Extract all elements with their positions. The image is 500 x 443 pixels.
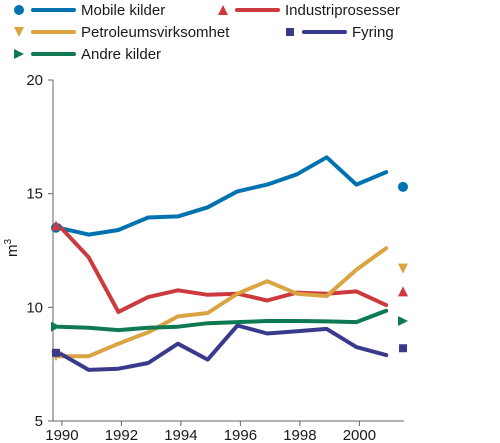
- y-axis-ticks: 5 10 15 20: [26, 72, 53, 430]
- legend-label: Andre kilder: [81, 46, 161, 63]
- series-line-industriprosesser: [56, 223, 389, 314]
- series-line-mobile-kilder: [56, 155, 389, 237]
- legend-item-petroleumsvirksomhet: Petroleumsvirksomhet: [14, 24, 230, 41]
- legend-item-industriprosesser: Industriprosesser: [218, 2, 400, 19]
- series-end-marker-andre-kilder: [398, 315, 408, 326]
- y-tick-label: 15: [26, 186, 43, 203]
- series-markers: [51, 181, 408, 362]
- series-lines: [56, 155, 389, 372]
- legend-label: Fyring: [352, 24, 394, 41]
- legend-item-fyring: Fyring: [286, 24, 394, 41]
- legend-marker-mobile-kilder: [14, 5, 24, 15]
- series-line-petroleumsvirksomhet: [56, 246, 389, 359]
- x-tick-label: 1990: [45, 427, 78, 443]
- x-axis-ticks: 1990 1992 1994 1996 1998 2000: [45, 421, 376, 443]
- legend-item-andre-kilder: Andre kilder: [14, 46, 161, 63]
- y-tick-label: 5: [35, 413, 43, 430]
- legend-marker-petroleumsvirksomhet: [14, 27, 24, 37]
- series-start-marker-industriprosesser: [51, 220, 61, 231]
- legend-label: Mobile kilder: [81, 2, 165, 19]
- legend-label: Industriprosesser: [285, 2, 400, 19]
- x-tick-label: 2000: [343, 427, 376, 443]
- legend-marker-andre-kilder: [14, 49, 24, 59]
- y-axis-title: m3: [3, 239, 21, 258]
- legend-label: Petroleumsvirksomhet: [81, 24, 230, 41]
- x-tick-label: 1992: [105, 427, 138, 443]
- x-tick-label: 1998: [283, 427, 316, 443]
- legend-marker-industriprosesser: [218, 5, 228, 15]
- series-end-marker-fyring: [399, 344, 407, 353]
- series-end-marker-petroleumsvirksomhet: [398, 263, 408, 274]
- series-end-marker-industriprosesser: [398, 286, 408, 297]
- x-tick-label: 1996: [224, 427, 257, 443]
- series-line-fyring: [56, 323, 389, 372]
- series-line-andre-kilder: [56, 308, 389, 333]
- y-tick-label: 10: [26, 299, 43, 316]
- series-start-marker-andre-kilder: [51, 321, 61, 332]
- series-start-marker-fyring: [52, 348, 60, 357]
- x-tick-label: 1994: [164, 427, 197, 443]
- y-axis-title-superscript: 3: [3, 239, 14, 245]
- y-axis-title-main: m: [4, 245, 21, 258]
- y-tick-label: 20: [26, 72, 43, 89]
- axes: [52, 80, 404, 422]
- series-end-marker-mobile-kilder: [398, 181, 408, 192]
- legend-marker-fyring: [286, 28, 294, 36]
- legend-item-mobile-kilder: Mobile kilder: [14, 2, 165, 19]
- legend: Mobile kilder Industriprosesser Petroleums…: [14, 2, 400, 63]
